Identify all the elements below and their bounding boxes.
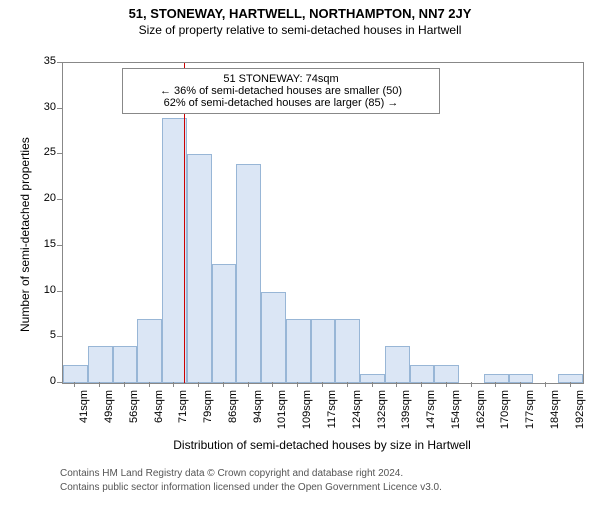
histogram-bar [113, 346, 138, 383]
x-tick [124, 382, 125, 387]
histogram-bar [385, 346, 410, 383]
x-tick-label: 132sqm [376, 390, 388, 434]
histogram-bar [335, 319, 360, 383]
x-tick [421, 382, 422, 387]
x-tick-label: 124sqm [351, 390, 363, 434]
footer-line2: Contains public sector information licen… [60, 482, 442, 493]
x-tick-label: 109sqm [301, 390, 313, 434]
annotation-line2: ← 36% of semi-detached houses are smalle… [131, 85, 431, 97]
x-tick [446, 382, 447, 387]
histogram-bar [360, 374, 385, 383]
x-tick [322, 382, 323, 387]
y-tick [57, 336, 62, 337]
histogram-bar [261, 292, 286, 383]
x-tick [149, 382, 150, 387]
y-tick-label: 15 [32, 238, 56, 250]
x-tick [99, 382, 100, 387]
histogram-bar [311, 319, 336, 383]
histogram-bar [187, 154, 212, 383]
x-tick [272, 382, 273, 387]
x-tick-label: 147sqm [425, 390, 437, 434]
y-tick [57, 291, 62, 292]
annotation-line1: 51 STONEWAY: 74sqm [131, 73, 431, 85]
x-tick [347, 382, 348, 387]
histogram-bar [434, 365, 459, 383]
x-tick-label: 154sqm [450, 390, 462, 434]
y-tick [57, 199, 62, 200]
chart-subtitle: Size of property relative to semi-detach… [0, 23, 600, 37]
x-tick-label: 94sqm [252, 390, 264, 434]
x-tick-label: 184sqm [549, 390, 561, 434]
x-tick [545, 382, 546, 387]
x-tick [570, 382, 571, 387]
y-tick-label: 25 [32, 146, 56, 158]
x-tick [223, 382, 224, 387]
y-tick-label: 5 [32, 329, 56, 341]
x-tick-label: 101sqm [276, 390, 288, 434]
histogram-bar [88, 346, 113, 383]
histogram-bar [286, 319, 311, 383]
y-tick [57, 62, 62, 63]
x-tick-label: 117sqm [326, 390, 338, 434]
x-tick-label: 49sqm [103, 390, 115, 434]
x-tick-label: 86sqm [227, 390, 239, 434]
x-tick-label: 170sqm [499, 390, 511, 434]
x-tick-label: 64sqm [153, 390, 165, 434]
histogram-bar [236, 164, 261, 383]
y-tick-label: 20 [32, 192, 56, 204]
y-tick-label: 35 [32, 55, 56, 67]
x-tick [372, 382, 373, 387]
x-tick [198, 382, 199, 387]
histogram-bar [558, 374, 583, 383]
x-tick [248, 382, 249, 387]
x-tick [297, 382, 298, 387]
histogram-bar [212, 264, 237, 383]
y-tick-label: 30 [32, 101, 56, 113]
x-tick [471, 382, 472, 387]
y-axis-label: Number of semi-detached properties [18, 137, 32, 332]
x-tick [173, 382, 174, 387]
y-tick [57, 245, 62, 246]
chart-title: 51, STONEWAY, HARTWELL, NORTHAMPTON, NN7… [0, 6, 600, 21]
annotation-line3: 62% of semi-detached houses are larger (… [131, 97, 431, 109]
x-tick [74, 382, 75, 387]
x-tick-label: 71sqm [177, 390, 189, 434]
y-tick-label: 10 [32, 284, 56, 296]
x-tick-label: 192sqm [574, 390, 586, 434]
footer-line1: Contains HM Land Registry data © Crown c… [60, 468, 403, 479]
x-tick-label: 162sqm [475, 390, 487, 434]
y-tick [57, 153, 62, 154]
y-tick [57, 108, 62, 109]
x-tick [396, 382, 397, 387]
x-tick-label: 177sqm [524, 390, 536, 434]
histogram-bar [137, 319, 162, 383]
y-tick-label: 0 [32, 375, 56, 387]
histogram-bar [63, 365, 88, 383]
x-tick-label: 139sqm [400, 390, 412, 434]
annotation-box: 51 STONEWAY: 74sqm ← 36% of semi-detache… [122, 68, 440, 114]
histogram-bar [410, 365, 435, 383]
x-tick-label: 79sqm [202, 390, 214, 434]
x-tick-label: 41sqm [78, 390, 90, 434]
y-tick [57, 382, 62, 383]
x-axis-label: Distribution of semi-detached houses by … [62, 438, 582, 452]
x-tick-label: 56sqm [128, 390, 140, 434]
x-tick [495, 382, 496, 387]
x-tick [520, 382, 521, 387]
